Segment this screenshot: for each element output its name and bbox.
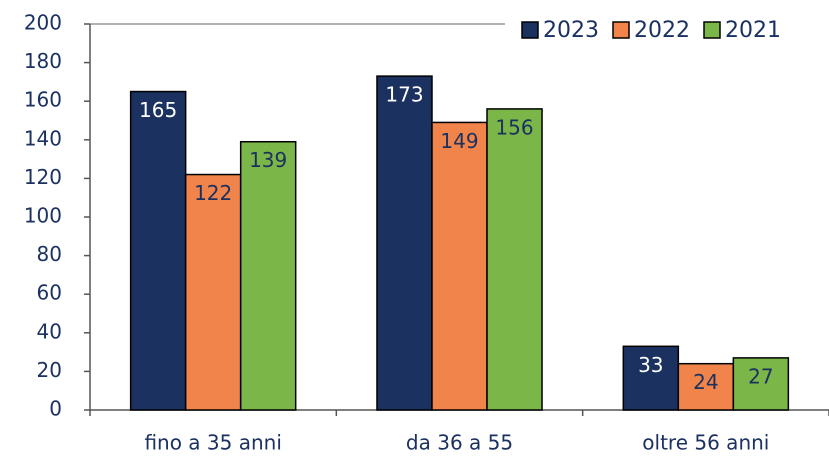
- value-label: 139: [249, 148, 287, 172]
- value-label: 149: [440, 129, 478, 153]
- bar: [184, 173, 242, 411]
- y-tick-label: 0: [49, 397, 62, 421]
- y-tick-label: 120: [24, 165, 62, 189]
- value-label: 27: [748, 364, 773, 388]
- y-tick-label: 40: [37, 319, 62, 343]
- value-label: 33: [638, 353, 663, 377]
- y-tick-label: 80: [37, 242, 62, 266]
- y-tick-label: 60: [37, 281, 62, 305]
- y-tick-label: 100: [24, 204, 62, 228]
- bar: [129, 90, 187, 411]
- y-tick-label: 200: [24, 11, 62, 35]
- x-tick-label: da 36 a 55: [406, 431, 513, 455]
- legend-swatch: [703, 21, 721, 39]
- value-label: 165: [139, 98, 177, 122]
- bar: [486, 108, 543, 411]
- x-tick-label: oltre 56 anni: [642, 431, 769, 455]
- value-label: 156: [495, 115, 533, 139]
- legend-swatch: [612, 21, 630, 39]
- legend-swatch: [521, 21, 539, 39]
- bar: [431, 121, 488, 411]
- y-tick-label: 20: [37, 358, 62, 382]
- y-tick-label: 180: [24, 49, 62, 73]
- bar: [376, 75, 433, 411]
- bar: [732, 357, 790, 411]
- y-tick-label: 140: [24, 126, 62, 150]
- legend-label: 2023: [543, 18, 599, 43]
- value-label: 122: [194, 181, 232, 205]
- legend-label: 2022: [634, 18, 690, 43]
- x-tick-label: fino a 35 anni: [144, 431, 281, 455]
- value-label: 173: [385, 83, 423, 107]
- y-tick-label: 160: [24, 88, 62, 112]
- bar: [622, 345, 680, 411]
- value-label: 24: [693, 370, 718, 394]
- legend-label: 2021: [725, 18, 781, 43]
- bar: [239, 140, 297, 411]
